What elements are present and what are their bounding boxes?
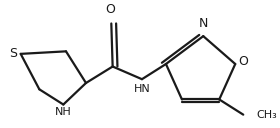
Text: CH₃: CH₃ (256, 110, 277, 120)
Text: HN: HN (134, 84, 150, 94)
Text: O: O (238, 55, 248, 68)
Text: S: S (10, 47, 17, 60)
Text: N: N (199, 17, 208, 30)
Text: NH: NH (55, 107, 72, 117)
Text: O: O (105, 3, 115, 16)
